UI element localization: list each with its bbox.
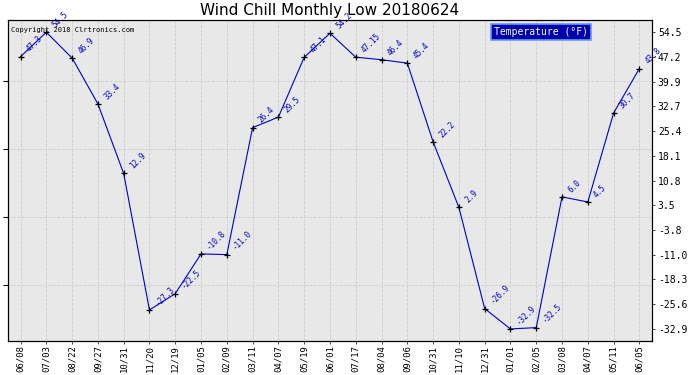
Text: 54.2: 54.2	[334, 11, 353, 30]
Text: 29.5: 29.5	[283, 95, 302, 114]
Text: -10.8: -10.8	[205, 228, 228, 251]
Text: 12.9: 12.9	[128, 151, 147, 171]
Text: -32.5: -32.5	[540, 302, 563, 325]
Text: 2.9: 2.9	[463, 189, 480, 205]
Title: Wind Chill Monthly Low 20180624: Wind Chill Monthly Low 20180624	[200, 3, 460, 18]
Text: 46.9: 46.9	[77, 36, 96, 55]
Text: 46.4: 46.4	[386, 38, 405, 57]
Text: 6.0: 6.0	[566, 178, 582, 194]
Text: 4.5: 4.5	[592, 183, 608, 199]
Text: -27.3: -27.3	[154, 285, 177, 307]
Text: 54.5: 54.5	[50, 10, 70, 30]
Text: 47.3: 47.3	[25, 34, 44, 54]
Text: 43.8: 43.8	[644, 46, 663, 66]
Text: -22.5: -22.5	[179, 268, 202, 291]
Text: 45.4: 45.4	[411, 41, 431, 60]
Text: 26.4: 26.4	[257, 105, 276, 125]
Text: -11.0: -11.0	[231, 229, 254, 252]
Text: 47.15: 47.15	[360, 32, 383, 54]
Text: Temperature (°F): Temperature (°F)	[494, 27, 589, 37]
Text: -26.9: -26.9	[489, 283, 511, 306]
Text: Copyright 2018 Clrtronics.com: Copyright 2018 Clrtronics.com	[11, 27, 134, 33]
Text: 33.4: 33.4	[102, 82, 121, 101]
Text: -32.9: -32.9	[515, 303, 538, 326]
Text: 30.7: 30.7	[618, 91, 638, 110]
Text: 47.1: 47.1	[308, 35, 328, 55]
Text: 22.2: 22.2	[437, 120, 457, 139]
